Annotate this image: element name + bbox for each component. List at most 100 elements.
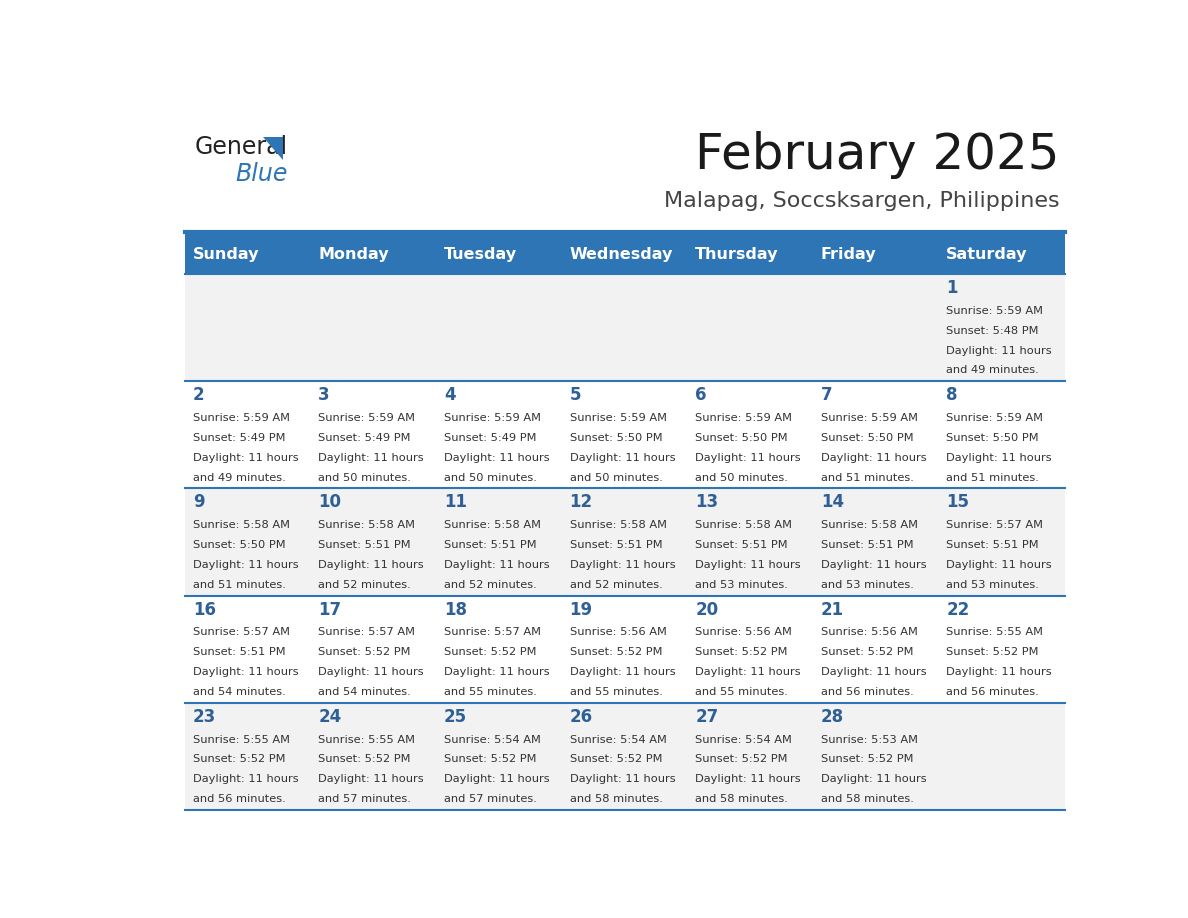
- Text: Sunrise: 5:59 AM: Sunrise: 5:59 AM: [569, 413, 666, 423]
- Text: 8: 8: [947, 386, 958, 404]
- Text: Sunset: 5:49 PM: Sunset: 5:49 PM: [444, 433, 537, 443]
- Text: 11: 11: [444, 493, 467, 511]
- Text: Sunset: 5:52 PM: Sunset: 5:52 PM: [569, 755, 662, 765]
- Text: Sunset: 5:52 PM: Sunset: 5:52 PM: [318, 755, 411, 765]
- Text: Daylight: 11 hours: Daylight: 11 hours: [947, 667, 1053, 677]
- Text: Daylight: 11 hours: Daylight: 11 hours: [318, 774, 424, 784]
- Text: Sunrise: 5:53 AM: Sunrise: 5:53 AM: [821, 734, 918, 744]
- Text: Sunset: 5:52 PM: Sunset: 5:52 PM: [695, 647, 788, 657]
- Bar: [185, 274, 1064, 381]
- Text: Sunrise: 5:57 AM: Sunrise: 5:57 AM: [192, 627, 290, 637]
- Text: and 53 minutes.: and 53 minutes.: [947, 580, 1040, 589]
- Text: Sunset: 5:51 PM: Sunset: 5:51 PM: [695, 540, 788, 550]
- Text: Daylight: 11 hours: Daylight: 11 hours: [821, 774, 927, 784]
- Text: and 55 minutes.: and 55 minutes.: [695, 687, 788, 697]
- Text: Saturday: Saturday: [947, 247, 1028, 262]
- Text: Sunrise: 5:57 AM: Sunrise: 5:57 AM: [947, 521, 1043, 531]
- Text: and 58 minutes.: and 58 minutes.: [569, 794, 663, 804]
- Text: 28: 28: [821, 708, 843, 726]
- Text: and 55 minutes.: and 55 minutes.: [444, 687, 537, 697]
- Text: Sunrise: 5:55 AM: Sunrise: 5:55 AM: [947, 627, 1043, 637]
- Text: Daylight: 11 hours: Daylight: 11 hours: [444, 667, 550, 677]
- Text: Sunset: 5:52 PM: Sunset: 5:52 PM: [821, 647, 914, 657]
- Text: Sunset: 5:48 PM: Sunset: 5:48 PM: [947, 326, 1038, 336]
- Text: Sunrise: 5:59 AM: Sunrise: 5:59 AM: [947, 413, 1043, 423]
- Text: 19: 19: [569, 600, 593, 619]
- Text: Sunrise: 5:54 AM: Sunrise: 5:54 AM: [695, 734, 792, 744]
- Text: Sunrise: 5:58 AM: Sunrise: 5:58 AM: [444, 521, 541, 531]
- Text: Daylight: 11 hours: Daylight: 11 hours: [192, 667, 298, 677]
- Text: 10: 10: [318, 493, 341, 511]
- Text: Daylight: 11 hours: Daylight: 11 hours: [821, 453, 927, 463]
- Text: Wednesday: Wednesday: [569, 247, 672, 262]
- Text: and 51 minutes.: and 51 minutes.: [947, 473, 1040, 483]
- Text: 22: 22: [947, 600, 969, 619]
- Text: Daylight: 11 hours: Daylight: 11 hours: [569, 453, 675, 463]
- Bar: [185, 596, 1064, 703]
- Text: and 58 minutes.: and 58 minutes.: [695, 794, 788, 804]
- Text: and 54 minutes.: and 54 minutes.: [318, 687, 411, 697]
- Text: Sunrise: 5:56 AM: Sunrise: 5:56 AM: [569, 627, 666, 637]
- Text: 12: 12: [569, 493, 593, 511]
- Text: 23: 23: [192, 708, 216, 726]
- Text: and 56 minutes.: and 56 minutes.: [192, 794, 285, 804]
- Text: Sunset: 5:51 PM: Sunset: 5:51 PM: [569, 540, 662, 550]
- Text: Sunset: 5:50 PM: Sunset: 5:50 PM: [821, 433, 914, 443]
- Text: Sunset: 5:49 PM: Sunset: 5:49 PM: [192, 433, 285, 443]
- Text: Sunrise: 5:55 AM: Sunrise: 5:55 AM: [318, 734, 416, 744]
- Text: Daylight: 11 hours: Daylight: 11 hours: [569, 560, 675, 570]
- Text: Daylight: 11 hours: Daylight: 11 hours: [444, 453, 550, 463]
- Text: Sunset: 5:52 PM: Sunset: 5:52 PM: [192, 755, 285, 765]
- Text: 6: 6: [695, 386, 707, 404]
- Text: Daylight: 11 hours: Daylight: 11 hours: [318, 667, 424, 677]
- Text: Daylight: 11 hours: Daylight: 11 hours: [821, 667, 927, 677]
- Text: and 56 minutes.: and 56 minutes.: [821, 687, 914, 697]
- Text: 15: 15: [947, 493, 969, 511]
- Text: Sunset: 5:52 PM: Sunset: 5:52 PM: [947, 647, 1038, 657]
- Text: Daylight: 11 hours: Daylight: 11 hours: [695, 453, 801, 463]
- Text: Daylight: 11 hours: Daylight: 11 hours: [569, 667, 675, 677]
- Text: Sunrise: 5:56 AM: Sunrise: 5:56 AM: [821, 627, 917, 637]
- Text: 26: 26: [569, 708, 593, 726]
- Text: Sunrise: 5:58 AM: Sunrise: 5:58 AM: [821, 521, 918, 531]
- Text: Blue: Blue: [235, 162, 287, 185]
- Text: 14: 14: [821, 493, 843, 511]
- Text: Sunset: 5:52 PM: Sunset: 5:52 PM: [444, 647, 537, 657]
- Text: and 50 minutes.: and 50 minutes.: [569, 473, 663, 483]
- Text: Sunset: 5:52 PM: Sunset: 5:52 PM: [444, 755, 537, 765]
- Text: Sunset: 5:49 PM: Sunset: 5:49 PM: [318, 433, 411, 443]
- Text: Sunset: 5:51 PM: Sunset: 5:51 PM: [192, 647, 285, 657]
- Text: Daylight: 11 hours: Daylight: 11 hours: [947, 560, 1053, 570]
- Text: 4: 4: [444, 386, 455, 404]
- Text: and 57 minutes.: and 57 minutes.: [444, 794, 537, 804]
- Text: and 56 minutes.: and 56 minutes.: [947, 687, 1040, 697]
- Text: Sunrise: 5:58 AM: Sunrise: 5:58 AM: [192, 521, 290, 531]
- Text: Monday: Monday: [318, 247, 388, 262]
- Text: Sunset: 5:51 PM: Sunset: 5:51 PM: [821, 540, 914, 550]
- Text: Sunset: 5:50 PM: Sunset: 5:50 PM: [947, 433, 1040, 443]
- Text: Daylight: 11 hours: Daylight: 11 hours: [192, 560, 298, 570]
- Text: 16: 16: [192, 600, 216, 619]
- Text: 13: 13: [695, 493, 719, 511]
- Text: Sunset: 5:51 PM: Sunset: 5:51 PM: [318, 540, 411, 550]
- Text: Sunrise: 5:59 AM: Sunrise: 5:59 AM: [695, 413, 792, 423]
- Text: Sunset: 5:50 PM: Sunset: 5:50 PM: [695, 433, 788, 443]
- Bar: [185, 381, 1064, 488]
- Text: Sunset: 5:52 PM: Sunset: 5:52 PM: [569, 647, 662, 657]
- Text: Sunset: 5:52 PM: Sunset: 5:52 PM: [695, 755, 788, 765]
- Text: Daylight: 11 hours: Daylight: 11 hours: [318, 453, 424, 463]
- Text: Sunrise: 5:59 AM: Sunrise: 5:59 AM: [192, 413, 290, 423]
- Text: Sunrise: 5:54 AM: Sunrise: 5:54 AM: [569, 734, 666, 744]
- Text: Sunset: 5:52 PM: Sunset: 5:52 PM: [821, 755, 914, 765]
- Text: Daylight: 11 hours: Daylight: 11 hours: [192, 774, 298, 784]
- Text: Daylight: 11 hours: Daylight: 11 hours: [695, 774, 801, 784]
- Text: 7: 7: [821, 386, 833, 404]
- Text: Sunrise: 5:57 AM: Sunrise: 5:57 AM: [318, 627, 416, 637]
- Text: 1: 1: [947, 279, 958, 297]
- Text: 18: 18: [444, 600, 467, 619]
- Bar: [185, 703, 1064, 810]
- Text: General: General: [195, 135, 287, 159]
- Text: 17: 17: [318, 600, 341, 619]
- Text: Daylight: 11 hours: Daylight: 11 hours: [947, 345, 1053, 355]
- Text: Daylight: 11 hours: Daylight: 11 hours: [821, 560, 927, 570]
